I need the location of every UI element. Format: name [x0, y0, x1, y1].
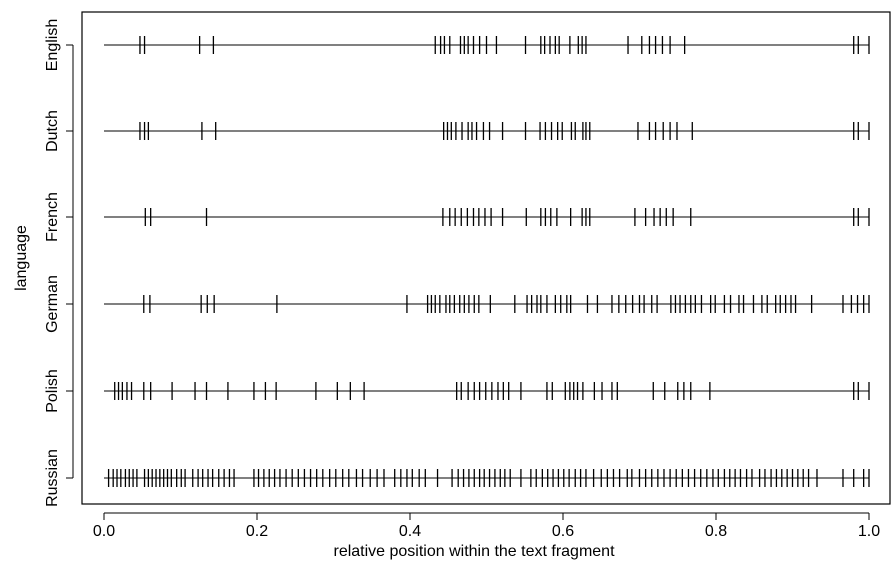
x-tick-label-3: 0.6 — [552, 523, 574, 540]
y-tick-label-russian: Russian — [44, 449, 61, 507]
x-tick-label-5: 1.0 — [858, 523, 880, 540]
series-french — [104, 208, 870, 226]
series-dutch — [104, 122, 870, 140]
series-polish — [104, 382, 870, 400]
y-tick-label-dutch: Dutch — [44, 110, 61, 152]
y-axis: English Dutch French German Polish Russian — [44, 19, 74, 507]
x-tick-label-2: 0.4 — [399, 523, 421, 540]
y-tick-label-english: English — [44, 19, 61, 71]
x-tick-label-4: 0.8 — [705, 523, 727, 540]
series-english — [104, 36, 870, 54]
series-layer — [104, 36, 870, 487]
x-axis: 0.0 0.2 0.4 0.6 0.8 1.0 — [93, 512, 880, 540]
x-axis-label: relative position within the text fragme… — [333, 543, 615, 560]
y-axis-label: language — [13, 225, 30, 291]
x-tick-label-0: 0.0 — [93, 523, 115, 540]
plot-frame — [81, 11, 891, 505]
series-russian — [104, 469, 870, 487]
y-tick-label-polish: Polish — [44, 369, 61, 413]
y-tick-label-french: French — [44, 192, 61, 242]
y-tick-label-german: German — [44, 275, 61, 333]
series-german — [104, 295, 870, 313]
x-tick-label-1: 0.2 — [246, 523, 268, 540]
